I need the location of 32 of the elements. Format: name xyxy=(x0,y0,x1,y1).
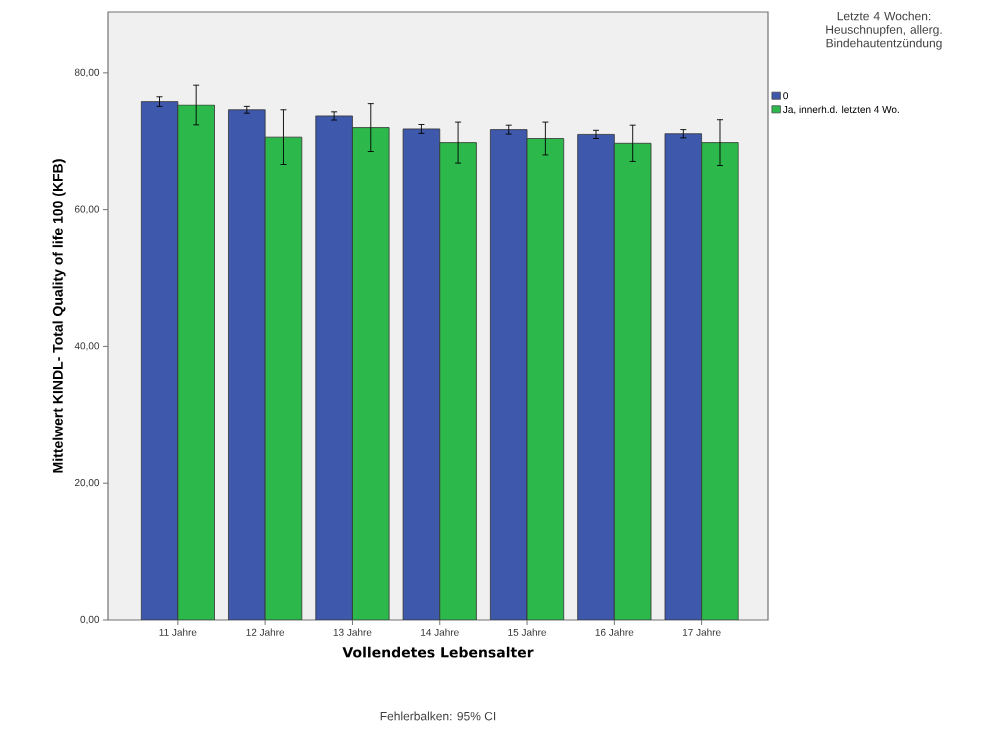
bar xyxy=(403,128,440,620)
y-tick-label: 80,00 xyxy=(74,68,100,77)
bar xyxy=(177,105,215,620)
text: Fehlerbalken: 95% CI xyxy=(380,711,496,721)
bar xyxy=(228,109,266,620)
x-tick-label: 15 Jahre xyxy=(508,628,547,636)
bar xyxy=(577,134,615,620)
legend-label: Ja, innerh.d. letzten 4 Wo. xyxy=(783,105,899,115)
bar xyxy=(701,142,739,620)
y-tick-label: 0,00 xyxy=(80,615,100,625)
bar xyxy=(265,137,302,620)
legend-title: Letzte 4 Wochen: Heuschnupfen, allerg. Bindehautentzündung xyxy=(826,11,942,50)
y-tick-label: 20,00 xyxy=(74,479,100,488)
bar xyxy=(439,142,477,620)
bar xyxy=(664,133,703,620)
x-tick-label: 16 Jahre xyxy=(595,628,634,636)
bar xyxy=(527,138,564,620)
bar xyxy=(315,115,353,620)
x-tick-label: 17 Jahre xyxy=(682,628,721,636)
legend-label: 0 xyxy=(783,92,789,100)
x-tick-label: 12 Jahre xyxy=(246,628,285,636)
bar xyxy=(141,101,178,620)
bar xyxy=(352,127,390,620)
y-axis-title: Mittelwert KINDL- Total Quality of life 100 (KFB) xyxy=(52,159,66,473)
bar xyxy=(490,129,528,620)
x-tick-label: 11 Jahre xyxy=(159,628,197,636)
y-tick-label: 40,00 xyxy=(74,342,100,351)
x-tick-label: 13 Jahre xyxy=(333,628,372,636)
y-tick-label: 60,00 xyxy=(74,205,100,214)
x-axis-title: Vollendetes Lebensalter xyxy=(342,646,534,658)
bar xyxy=(614,143,652,620)
x-tick-label: 14 Jahre xyxy=(421,628,459,636)
